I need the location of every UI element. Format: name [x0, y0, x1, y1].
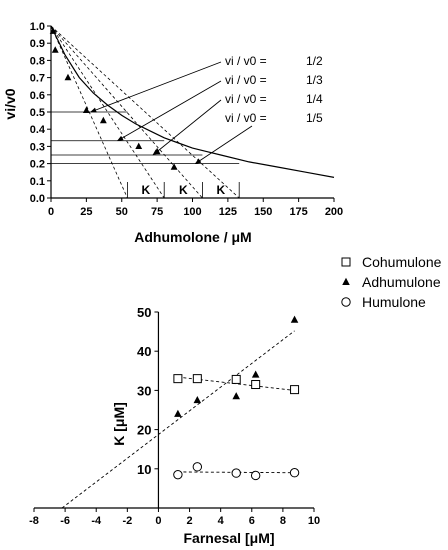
bottom-x-tick-label: 2 — [186, 515, 192, 527]
top-ratio-label: vi / v0 = — [225, 111, 267, 125]
legend-label: Humulone — [362, 294, 426, 310]
bottom-point-circle — [289, 468, 300, 478]
top-x-tick-label: 175 — [289, 206, 307, 218]
top-x-tick-label: 125 — [219, 206, 237, 218]
top-x-tick-label: 75 — [151, 206, 163, 218]
top-y-tick-label: 0.7 — [30, 73, 45, 85]
bottom-y-tick-label: 20 — [137, 423, 151, 438]
bottom-x-tick-label: 4 — [218, 515, 225, 527]
legend-triangle-icon — [342, 277, 350, 285]
bottom-x-axis-label: Farnesal [μM] — [183, 530, 274, 546]
bottom-y-axis-label: K [μM] — [111, 402, 127, 446]
top-data-point — [49, 27, 57, 34]
top-data-point — [170, 163, 178, 170]
top-ratio-arrow — [116, 80, 222, 142]
bottom-y-tick-label: 30 — [137, 383, 151, 398]
top-data-point — [64, 73, 72, 81]
top-y-tick-label: 0.4 — [30, 124, 46, 136]
bottom-point-triangle — [251, 370, 260, 378]
legend-circle-icon — [341, 297, 351, 307]
bottom-point-square — [192, 374, 202, 384]
bottom-x-tick-label: 6 — [249, 515, 255, 527]
legend-label: Adhumulone — [362, 274, 441, 290]
bottom-y-tick-label: 40 — [137, 344, 151, 359]
top-y-tick-label: 0.1 — [30, 176, 45, 188]
top-ratio-arrow — [90, 61, 222, 113]
top-ratio-value: 1/4 — [306, 92, 323, 106]
bottom-x-tick-label: 8 — [280, 515, 286, 527]
bottom-fit-line — [177, 471, 295, 474]
top-y-tick-label: 0.0 — [30, 193, 45, 205]
top-ratio-arrow — [152, 99, 222, 156]
top-data-point — [51, 46, 59, 53]
top-ratio-value: 1/3 — [306, 73, 323, 87]
bottom-x-tick-label: 10 — [308, 515, 320, 527]
bottom-x-tick-label: -2 — [122, 515, 132, 527]
bottom-point-triangle — [174, 409, 182, 417]
bottom-fit-line — [61, 330, 295, 509]
top-ratio-value: 1/2 — [306, 54, 323, 68]
bottom-y-tick-label: 10 — [137, 462, 151, 477]
bottom-point-triangle — [290, 315, 299, 323]
bottom-x-tick-label: -6 — [60, 515, 70, 527]
top-y-tick-label: 0.2 — [30, 159, 45, 171]
bottom-point-circle — [173, 469, 183, 480]
bottom-point-square — [251, 380, 261, 390]
bottom-point-square — [173, 374, 183, 384]
bottom-point-triangle — [193, 396, 202, 404]
top-data-point — [135, 142, 143, 150]
top-x-tick-label: 200 — [325, 206, 343, 218]
bottom-point-square — [231, 374, 241, 384]
bottom-x-tick-label: 0 — [155, 515, 161, 527]
bottom-point-triangle — [232, 392, 241, 400]
bottom-point-circle — [231, 468, 241, 478]
top-y-tick-label: 0.8 — [30, 55, 45, 67]
top-fit-curve — [50, 25, 335, 178]
top-y-tick-label: 0.9 — [30, 38, 45, 50]
top-ratio-label: vi / v0 = — [225, 54, 267, 68]
bottom-x-tick-label: -4 — [91, 515, 102, 527]
top-x-tick-label: 25 — [80, 206, 92, 218]
top-x-tick-label: 100 — [183, 206, 201, 218]
bottom-point-square — [290, 385, 300, 395]
top-k-label: K — [216, 183, 225, 197]
legend-square-icon — [341, 257, 351, 267]
top-ratio-dashed-line — [50, 25, 240, 199]
top-y-tick-label: 0.6 — [30, 90, 45, 102]
top-x-tick-label: 150 — [254, 206, 272, 218]
bottom-chart: 10 20 30 40 50 -8 -6 -4 -2 0 2 4 6 8 10 K [μM] Farnes… — [29, 254, 441, 546]
top-ratio-label: vi / v0 = — [225, 73, 267, 87]
bottom-y-tick-label: 50 — [137, 305, 151, 320]
top-y-tick-label: 0.5 — [30, 107, 45, 119]
top-ratio-value: 1/5 — [306, 111, 323, 125]
top-x-axis-label: Adhumolone / μM — [134, 229, 251, 245]
top-data-point — [99, 116, 107, 124]
bottom-point-circle — [192, 462, 203, 472]
top-x-tick-label: 50 — [116, 206, 128, 218]
top-chart: 0.0 0.1 0.2 0.3 0.4 0.5 0.6 0.7 0.8 0.9 1.0 0 25 50 7… — [2, 21, 343, 245]
top-ratio-arrow — [194, 125, 253, 164]
top-ratio-label: vi / v0 = — [225, 92, 267, 106]
top-y-tick-label: 1.0 — [30, 21, 45, 33]
top-data-point — [82, 106, 90, 113]
top-x-tick-label: 0 — [48, 206, 54, 218]
top-ratio-dashed-line — [50, 25, 165, 199]
top-y-tick-label: 0.3 — [30, 141, 45, 153]
top-y-axis-label: vi/v0 — [2, 88, 18, 119]
bottom-point-circle — [250, 470, 261, 481]
top-k-label: K — [179, 183, 188, 197]
bottom-x-tick-label: -8 — [29, 515, 39, 527]
top-k-label: K — [141, 183, 150, 197]
legend-label: Cohumulone — [362, 254, 442, 270]
